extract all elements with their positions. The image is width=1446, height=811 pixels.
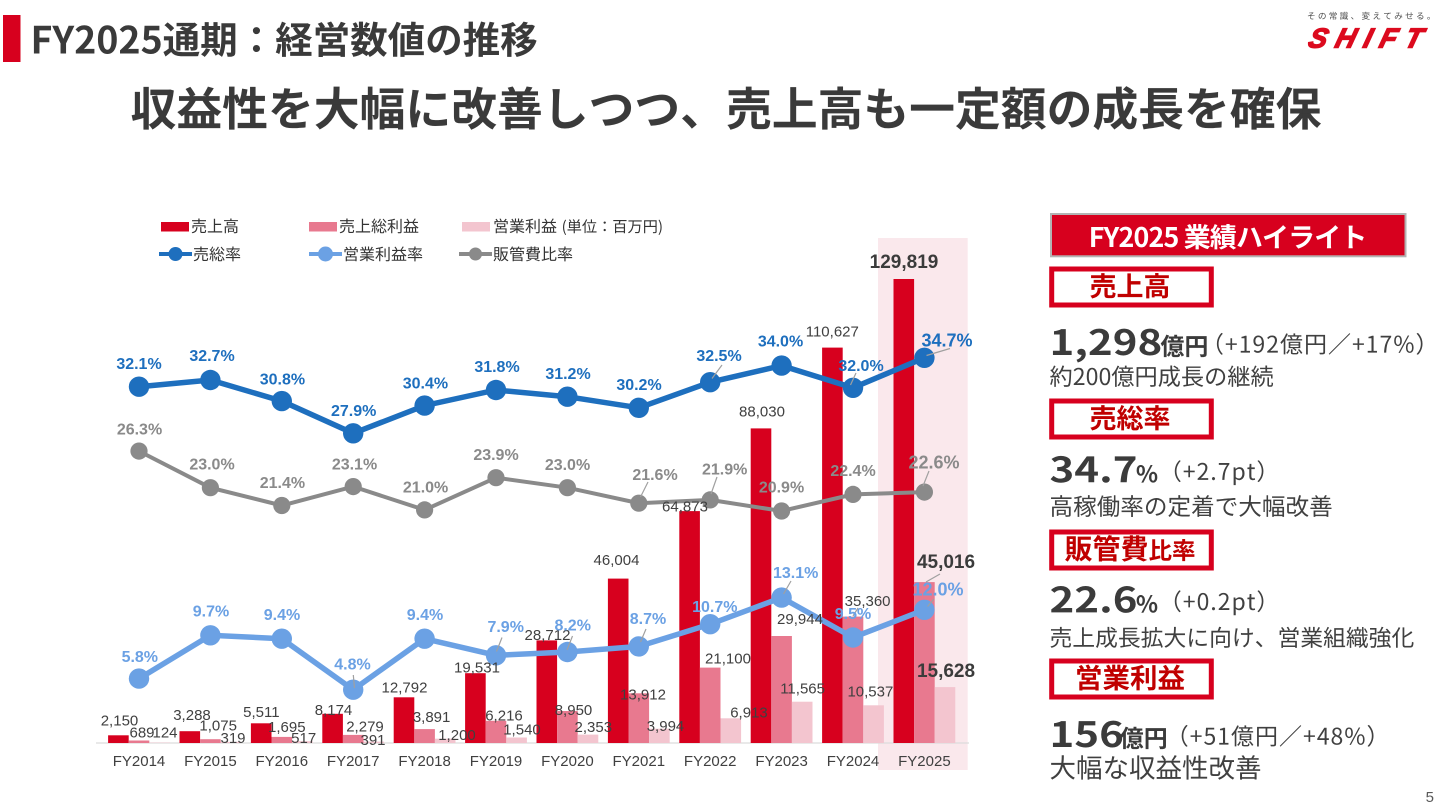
svg-text:22.6%: 22.6% (908, 453, 959, 473)
svg-text:129,819: 129,819 (870, 252, 939, 273)
svg-text:28,712: 28,712 (525, 627, 571, 644)
svg-text:31.8%: 31.8% (474, 359, 519, 376)
svg-text:20.9%: 20.9% (759, 479, 804, 496)
svg-text:21.0%: 21.0% (403, 479, 448, 496)
svg-text:3,994: 3,994 (647, 718, 685, 735)
svg-text:30.8%: 30.8% (260, 371, 305, 388)
svg-text:9.4%: 9.4% (407, 607, 443, 624)
svg-text:88,030: 88,030 (739, 404, 785, 421)
svg-text:29,944: 29,944 (777, 611, 823, 628)
svg-text:517: 517 (291, 730, 316, 747)
svg-text:1,540: 1,540 (503, 721, 541, 738)
svg-text:FY2017: FY2017 (327, 753, 380, 770)
svg-text:2,353: 2,353 (575, 719, 613, 736)
svg-text:9.4%: 9.4% (264, 607, 300, 624)
svg-text:5.8%: 5.8% (122, 649, 158, 666)
svg-text:45,016: 45,016 (917, 552, 975, 573)
svg-text:19,531: 19,531 (454, 659, 500, 676)
svg-text:FY2024: FY2024 (827, 753, 880, 770)
svg-text:10,537: 10,537 (847, 683, 893, 700)
svg-text:124: 124 (152, 724, 177, 741)
svg-text:SHIFT: SHIFT (1305, 23, 1435, 53)
svg-text:12.0%: 12.0% (912, 580, 963, 600)
svg-text:27.9%: 27.9% (331, 403, 376, 420)
svg-text:21.9%: 21.9% (702, 461, 747, 478)
svg-text:26.3%: 26.3% (117, 422, 162, 439)
svg-text:FY2018: FY2018 (398, 753, 451, 770)
svg-text:1,075: 1,075 (199, 717, 237, 734)
svg-text:32.1%: 32.1% (116, 356, 161, 373)
svg-text:FY2020: FY2020 (541, 753, 594, 770)
svg-text:FY2022: FY2022 (684, 753, 737, 770)
svg-text:319: 319 (220, 730, 245, 747)
svg-text:8.2%: 8.2% (554, 617, 590, 634)
svg-text:689: 689 (129, 724, 154, 741)
svg-text:12,792: 12,792 (382, 679, 428, 696)
svg-text:FY2023: FY2023 (755, 753, 808, 770)
svg-text:23.1%: 23.1% (332, 456, 377, 473)
svg-text:10.7%: 10.7% (692, 599, 737, 616)
svg-text:30.2%: 30.2% (616, 377, 661, 394)
svg-text:32.0%: 32.0% (838, 358, 883, 375)
svg-text:8,174: 8,174 (315, 702, 353, 719)
svg-text:6,913: 6,913 (730, 704, 768, 721)
svg-text:30.4%: 30.4% (403, 375, 448, 392)
svg-text:34.0%: 34.0% (758, 333, 803, 350)
svg-text:32.7%: 32.7% (189, 348, 234, 365)
svg-text:FY2021: FY2021 (613, 753, 666, 770)
svg-text:9.7%: 9.7% (193, 603, 229, 620)
svg-text:5,511: 5,511 (243, 704, 279, 721)
svg-text:391: 391 (360, 732, 385, 749)
svg-text:4.8%: 4.8% (334, 656, 370, 673)
svg-text:3,288: 3,288 (173, 707, 211, 724)
svg-text:22.4%: 22.4% (830, 463, 875, 480)
svg-text:3,891: 3,891 (413, 709, 451, 726)
svg-text:13,912: 13,912 (620, 686, 666, 703)
svg-text:6,216: 6,216 (485, 707, 523, 724)
svg-text:FY2015: FY2015 (184, 753, 237, 770)
svg-text:15,628: 15,628 (917, 661, 975, 682)
svg-text:34.7%: 34.7% (921, 331, 972, 351)
svg-text:21.6%: 21.6% (632, 467, 677, 484)
svg-text:11,565: 11,565 (780, 680, 825, 697)
svg-text:21,100: 21,100 (705, 650, 751, 667)
svg-text:7.9%: 7.9% (487, 619, 523, 636)
svg-text:1,200: 1,200 (438, 727, 476, 744)
svg-text:FY2014: FY2014 (113, 753, 166, 770)
svg-text:23.0%: 23.0% (545, 457, 590, 474)
svg-text:FY2025: FY2025 (898, 753, 951, 770)
svg-text:23.9%: 23.9% (473, 447, 518, 464)
svg-text:32.5%: 32.5% (696, 348, 741, 365)
svg-text:23.0%: 23.0% (189, 456, 234, 473)
svg-text:64,873: 64,873 (662, 498, 708, 515)
svg-text:5: 5 (1426, 789, 1434, 806)
svg-text:46,004: 46,004 (594, 552, 640, 569)
svg-text:FY2019: FY2019 (470, 753, 523, 770)
svg-text:2,150: 2,150 (101, 712, 139, 729)
svg-text:9.5%: 9.5% (835, 606, 871, 623)
svg-text:31.2%: 31.2% (545, 366, 590, 383)
svg-text:8.7%: 8.7% (630, 611, 666, 628)
svg-text:1,695: 1,695 (268, 719, 306, 736)
svg-text:110,627: 110,627 (806, 323, 859, 340)
svg-text:13.1%: 13.1% (773, 565, 818, 582)
svg-text:FY2016: FY2016 (256, 753, 309, 770)
svg-text:21.4%: 21.4% (260, 475, 305, 492)
svg-text:2,279: 2,279 (346, 718, 384, 735)
svg-text:8,950: 8,950 (555, 702, 593, 719)
svg-text:35,360: 35,360 (845, 593, 891, 610)
